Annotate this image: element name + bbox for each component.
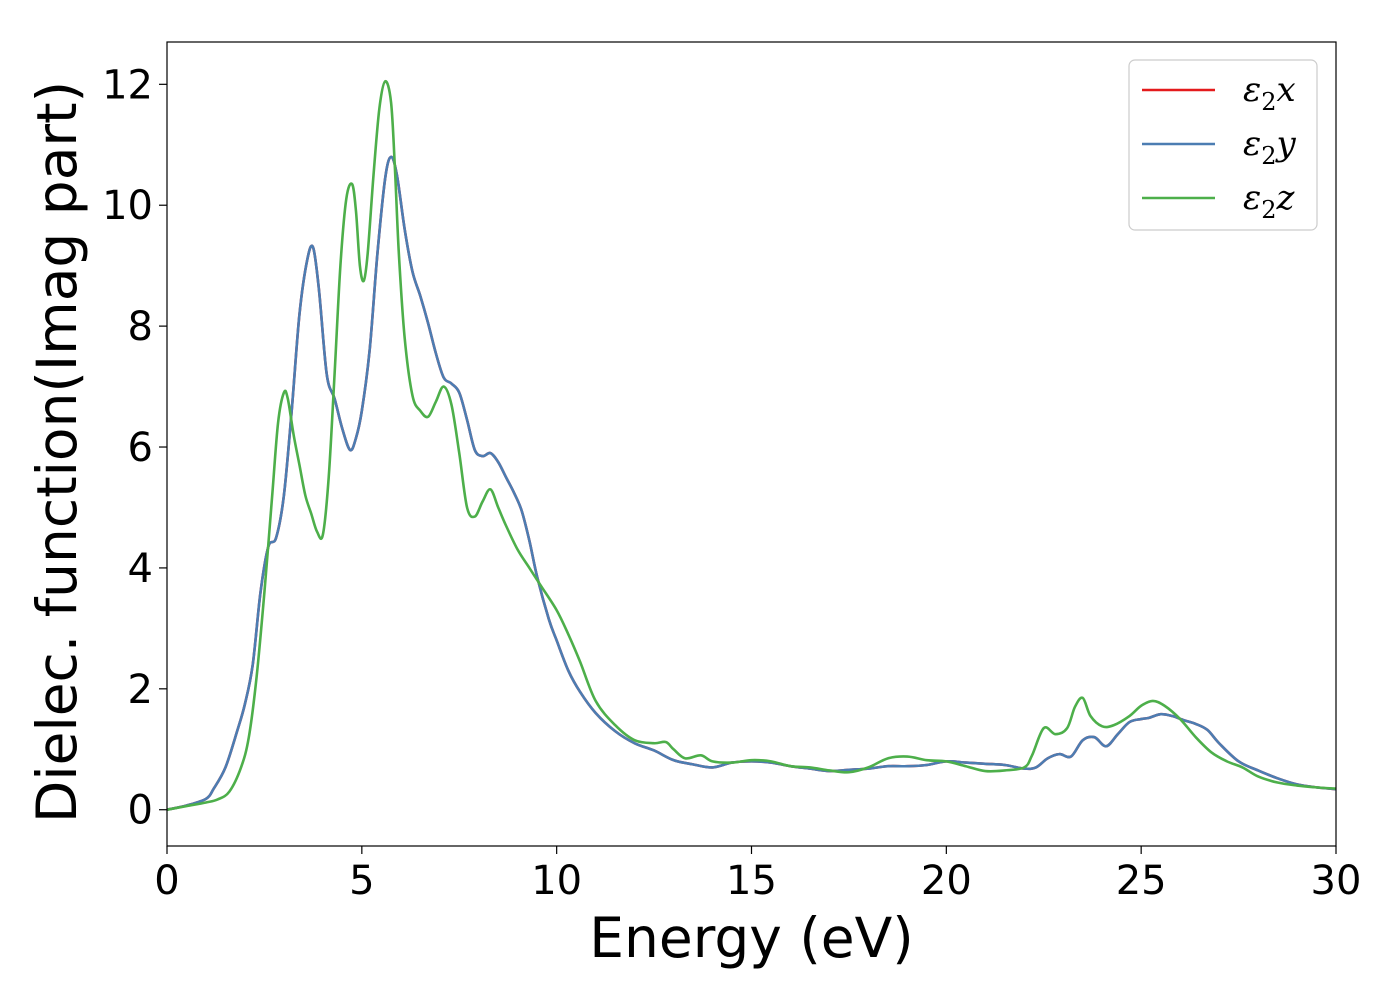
legend-label-axis: x bbox=[1277, 70, 1296, 110]
x-tick-label: 10 bbox=[531, 858, 582, 904]
legend-label-base: ε bbox=[1243, 70, 1261, 110]
x-tick-label: 25 bbox=[1116, 858, 1167, 904]
series-line-z bbox=[167, 79, 1336, 812]
legend-label-subscript: 2 bbox=[1261, 196, 1276, 224]
series-line-y bbox=[167, 155, 1336, 812]
x-tick-label: 5 bbox=[349, 858, 374, 904]
x-tick-label: 0 bbox=[154, 858, 179, 904]
y-tick-label: 6 bbox=[128, 425, 153, 471]
legend-label-axis: y bbox=[1275, 124, 1297, 164]
legend-label-subscript: 2 bbox=[1261, 88, 1276, 116]
y-tick-label: 12 bbox=[102, 62, 153, 108]
legend-label-z: ε2z bbox=[1243, 178, 1296, 224]
legend-label-y: ε2y bbox=[1243, 124, 1297, 170]
y-tick-label: 4 bbox=[128, 546, 153, 592]
y-tick-label: 0 bbox=[128, 788, 153, 834]
x-axis: 0 5 10 15 20 25 30 bbox=[154, 846, 1361, 904]
y-axis: 0 2 4 6 8 10 12 bbox=[102, 62, 167, 834]
legend-label-subscript: 2 bbox=[1261, 142, 1276, 170]
legend-label-base: ε bbox=[1243, 124, 1261, 164]
y-axis-title: Dielec. function(Imag part) bbox=[25, 81, 89, 823]
legend-label-base: ε bbox=[1243, 178, 1261, 218]
legend-label-axis: z bbox=[1276, 178, 1296, 218]
legend-label-x: ε2x bbox=[1243, 70, 1296, 116]
legend-box bbox=[1128, 59, 1318, 231]
x-tick-label: 30 bbox=[1311, 858, 1362, 904]
x-axis-title: Energy (eV) bbox=[589, 906, 913, 970]
x-tick-label: 20 bbox=[921, 858, 972, 904]
y-tick-label: 2 bbox=[128, 667, 153, 713]
y-tick-label: 10 bbox=[102, 183, 153, 229]
plot-lines bbox=[167, 79, 1336, 812]
y-tick-label: 8 bbox=[128, 304, 153, 350]
x-tick-label: 15 bbox=[726, 858, 777, 904]
